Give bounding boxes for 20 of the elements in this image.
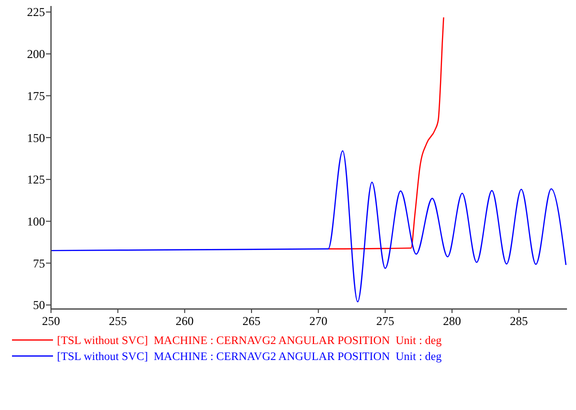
legend-label: [TSL without SVC] MACHINE : CERNAVG2 ANGULAR POSITION Unit : deg <box>57 335 442 348</box>
x-tick-label: 280 <box>443 314 462 328</box>
y-tick-label: 50 <box>33 298 45 312</box>
x-tick-label: 285 <box>510 314 528 328</box>
line-series <box>328 16 444 250</box>
y-tick-label: 125 <box>27 172 45 187</box>
x-tick-label: 260 <box>176 314 194 328</box>
y-tick-label: 100 <box>27 214 45 228</box>
legend-label: [TSL without SVC] MACHINE : CERNAVG2 ANGULAR POSITION Unit : deg <box>57 351 442 364</box>
x-tick-label: 270 <box>309 314 328 328</box>
x-tick-label: 275 <box>376 314 394 328</box>
line-series <box>50 150 567 302</box>
y-tick-label: 150 <box>27 130 45 145</box>
x-tick-label: 265 <box>242 314 261 328</box>
x-tick-label: 255 <box>108 314 127 328</box>
y-tick-label: 75 <box>33 256 45 270</box>
y-tick-label: 200 <box>27 47 45 62</box>
y-tick-label: 175 <box>27 88 45 103</box>
y-tick-label: 225 <box>27 5 45 20</box>
x-tick-label: 250 <box>42 314 60 328</box>
